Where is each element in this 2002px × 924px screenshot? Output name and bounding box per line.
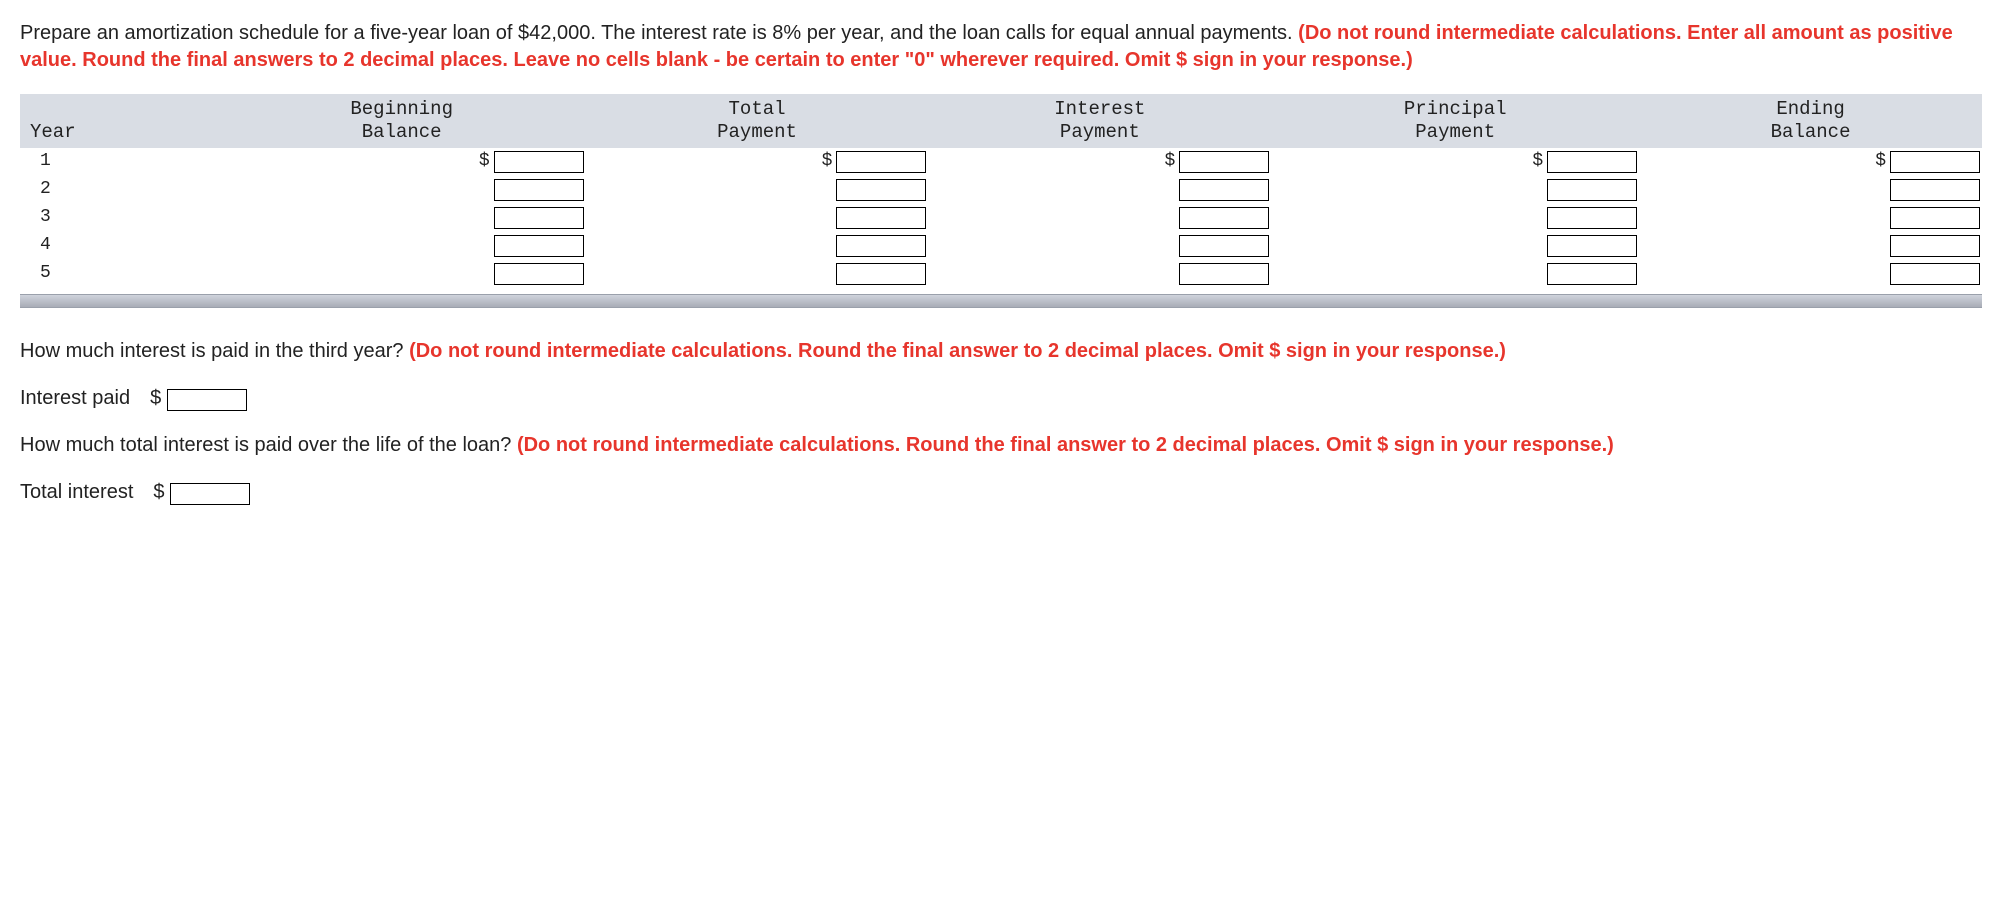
total-interest-row: Total interest $ <box>20 479 1982 506</box>
question-2-instructions: (Do not round intermediate calculations.… <box>409 340 1506 362</box>
ending-input-year-3[interactable] <box>1890 207 1980 229</box>
value-cell-beg <box>218 260 586 288</box>
principal-input-year-1[interactable] <box>1547 151 1637 173</box>
value-cell-interest <box>928 232 1271 260</box>
year-cell: 4 <box>20 232 218 260</box>
total-input-year-2[interactable] <box>836 179 926 201</box>
value-cell-interest: $ <box>928 148 1271 176</box>
value-cell-principal <box>1271 176 1639 204</box>
interest-input-year-3[interactable] <box>1179 207 1269 229</box>
ending-input-year-2[interactable] <box>1890 179 1980 201</box>
total-input-year-3[interactable] <box>836 207 926 229</box>
ending-input-year-4[interactable] <box>1890 235 1980 257</box>
total-interest-label: Total interest <box>20 479 133 506</box>
value-cell-ending <box>1639 232 1982 260</box>
interest-paid-label: Interest paid <box>20 385 130 412</box>
year-cell: 3 <box>20 204 218 232</box>
value-cell-beg <box>218 204 586 232</box>
principal-input-year-4[interactable] <box>1547 235 1637 257</box>
value-cell-total <box>586 260 929 288</box>
dollar-sign: $ <box>153 481 164 503</box>
value-cell-beg <box>218 176 586 204</box>
value-cell-interest <box>928 176 1271 204</box>
header-interest-payment: InterestPayment <box>928 94 1271 148</box>
header-ending-balance: EndingBalance <box>1639 94 1982 148</box>
divider-bar <box>20 294 1982 308</box>
amortization-table: Year BeginningBalance TotalPayment Inter… <box>20 94 1982 288</box>
value-cell-principal: $ <box>1271 148 1639 176</box>
value-cell-principal <box>1271 232 1639 260</box>
question-3: How much total interest is paid over the… <box>20 432 1982 459</box>
interest-input-year-4[interactable] <box>1179 235 1269 257</box>
value-cell-ending <box>1639 204 1982 232</box>
header-total-payment: TotalPayment <box>586 94 929 148</box>
question-2: How much interest is paid in the third y… <box>20 338 1982 365</box>
interest-input-year-2[interactable] <box>1179 179 1269 201</box>
beg-input-year-5[interactable] <box>494 263 584 285</box>
question-1: Prepare an amortization schedule for a f… <box>20 20 1982 74</box>
year-cell: 5 <box>20 260 218 288</box>
value-cell-ending <box>1639 176 1982 204</box>
value-cell-principal <box>1271 204 1639 232</box>
dollar-sign: $ <box>1532 149 1543 173</box>
value-cell-principal <box>1271 260 1639 288</box>
interest-paid-row: Interest paid $ <box>20 385 1982 412</box>
dollar-sign: $ <box>822 149 833 173</box>
beg-input-year-1[interactable] <box>494 151 584 173</box>
question-3-text: How much total interest is paid over the… <box>20 434 517 456</box>
principal-input-year-5[interactable] <box>1547 263 1637 285</box>
table-row: 3 <box>20 204 1982 232</box>
dollar-sign: $ <box>150 387 161 409</box>
beg-input-year-4[interactable] <box>494 235 584 257</box>
dollar-sign: $ <box>1875 149 1886 173</box>
table-row: 2 <box>20 176 1982 204</box>
value-cell-interest <box>928 260 1271 288</box>
value-cell-total <box>586 176 929 204</box>
value-cell-total: $ <box>586 148 929 176</box>
ending-input-year-1[interactable] <box>1890 151 1980 173</box>
beg-input-year-3[interactable] <box>494 207 584 229</box>
header-beginning-balance: BeginningBalance <box>218 94 586 148</box>
header-principal-payment: PrincipalPayment <box>1271 94 1639 148</box>
value-cell-ending <box>1639 260 1982 288</box>
beg-input-year-2[interactable] <box>494 179 584 201</box>
dollar-sign: $ <box>479 149 490 173</box>
interest-input-year-1[interactable] <box>1179 151 1269 173</box>
question-1-text: Prepare an amortization schedule for a f… <box>20 22 1298 44</box>
ending-input-year-5[interactable] <box>1890 263 1980 285</box>
year-cell: 2 <box>20 176 218 204</box>
principal-input-year-2[interactable] <box>1547 179 1637 201</box>
year-cell: 1 <box>20 148 218 176</box>
value-cell-ending: $ <box>1639 148 1982 176</box>
value-cell-interest <box>928 204 1271 232</box>
interest-input-year-5[interactable] <box>1179 263 1269 285</box>
table-row: 5 <box>20 260 1982 288</box>
interest-paid-input[interactable] <box>167 389 247 411</box>
value-cell-total <box>586 232 929 260</box>
dollar-sign: $ <box>1164 149 1175 173</box>
table-row: 4 <box>20 232 1982 260</box>
value-cell-beg <box>218 232 586 260</box>
principal-input-year-3[interactable] <box>1547 207 1637 229</box>
table-row: 1 $ $ $ $ $ <box>20 148 1982 176</box>
value-cell-beg: $ <box>218 148 586 176</box>
value-cell-total <box>586 204 929 232</box>
header-year: Year <box>20 94 218 148</box>
total-input-year-4[interactable] <box>836 235 926 257</box>
total-input-year-5[interactable] <box>836 263 926 285</box>
total-interest-input[interactable] <box>170 483 250 505</box>
question-2-text: How much interest is paid in the third y… <box>20 340 409 362</box>
total-input-year-1[interactable] <box>836 151 926 173</box>
question-3-instructions: (Do not round intermediate calculations.… <box>517 434 1614 456</box>
